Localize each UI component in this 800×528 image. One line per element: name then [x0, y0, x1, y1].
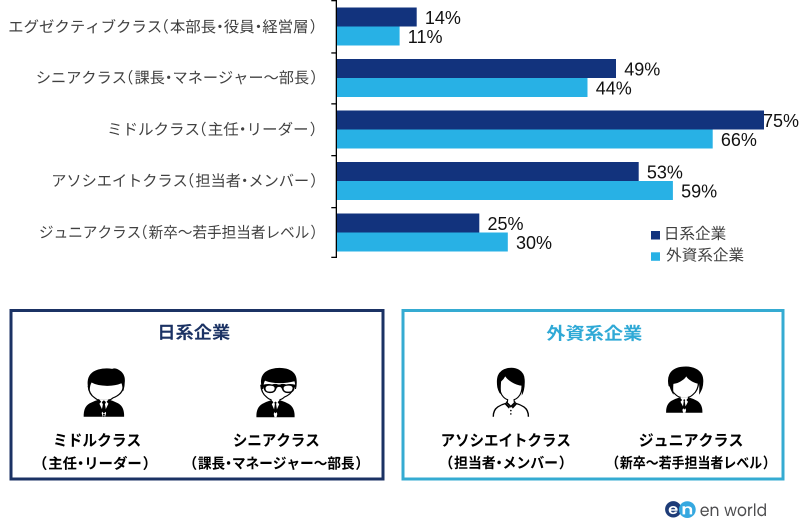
svg-text:25%: 25%: [488, 214, 524, 234]
svg-text:49%: 49%: [624, 59, 660, 79]
svg-text:14%: 14%: [425, 8, 461, 28]
svg-text:11%: 11%: [408, 27, 443, 47]
svg-text:75%: 75%: [763, 111, 799, 131]
svg-text:59%: 59%: [681, 181, 717, 201]
svg-text:44%: 44%: [596, 78, 632, 98]
svg-text:66%: 66%: [721, 130, 757, 150]
svg-text:53%: 53%: [647, 162, 683, 182]
svg-text:30%: 30%: [516, 233, 552, 253]
